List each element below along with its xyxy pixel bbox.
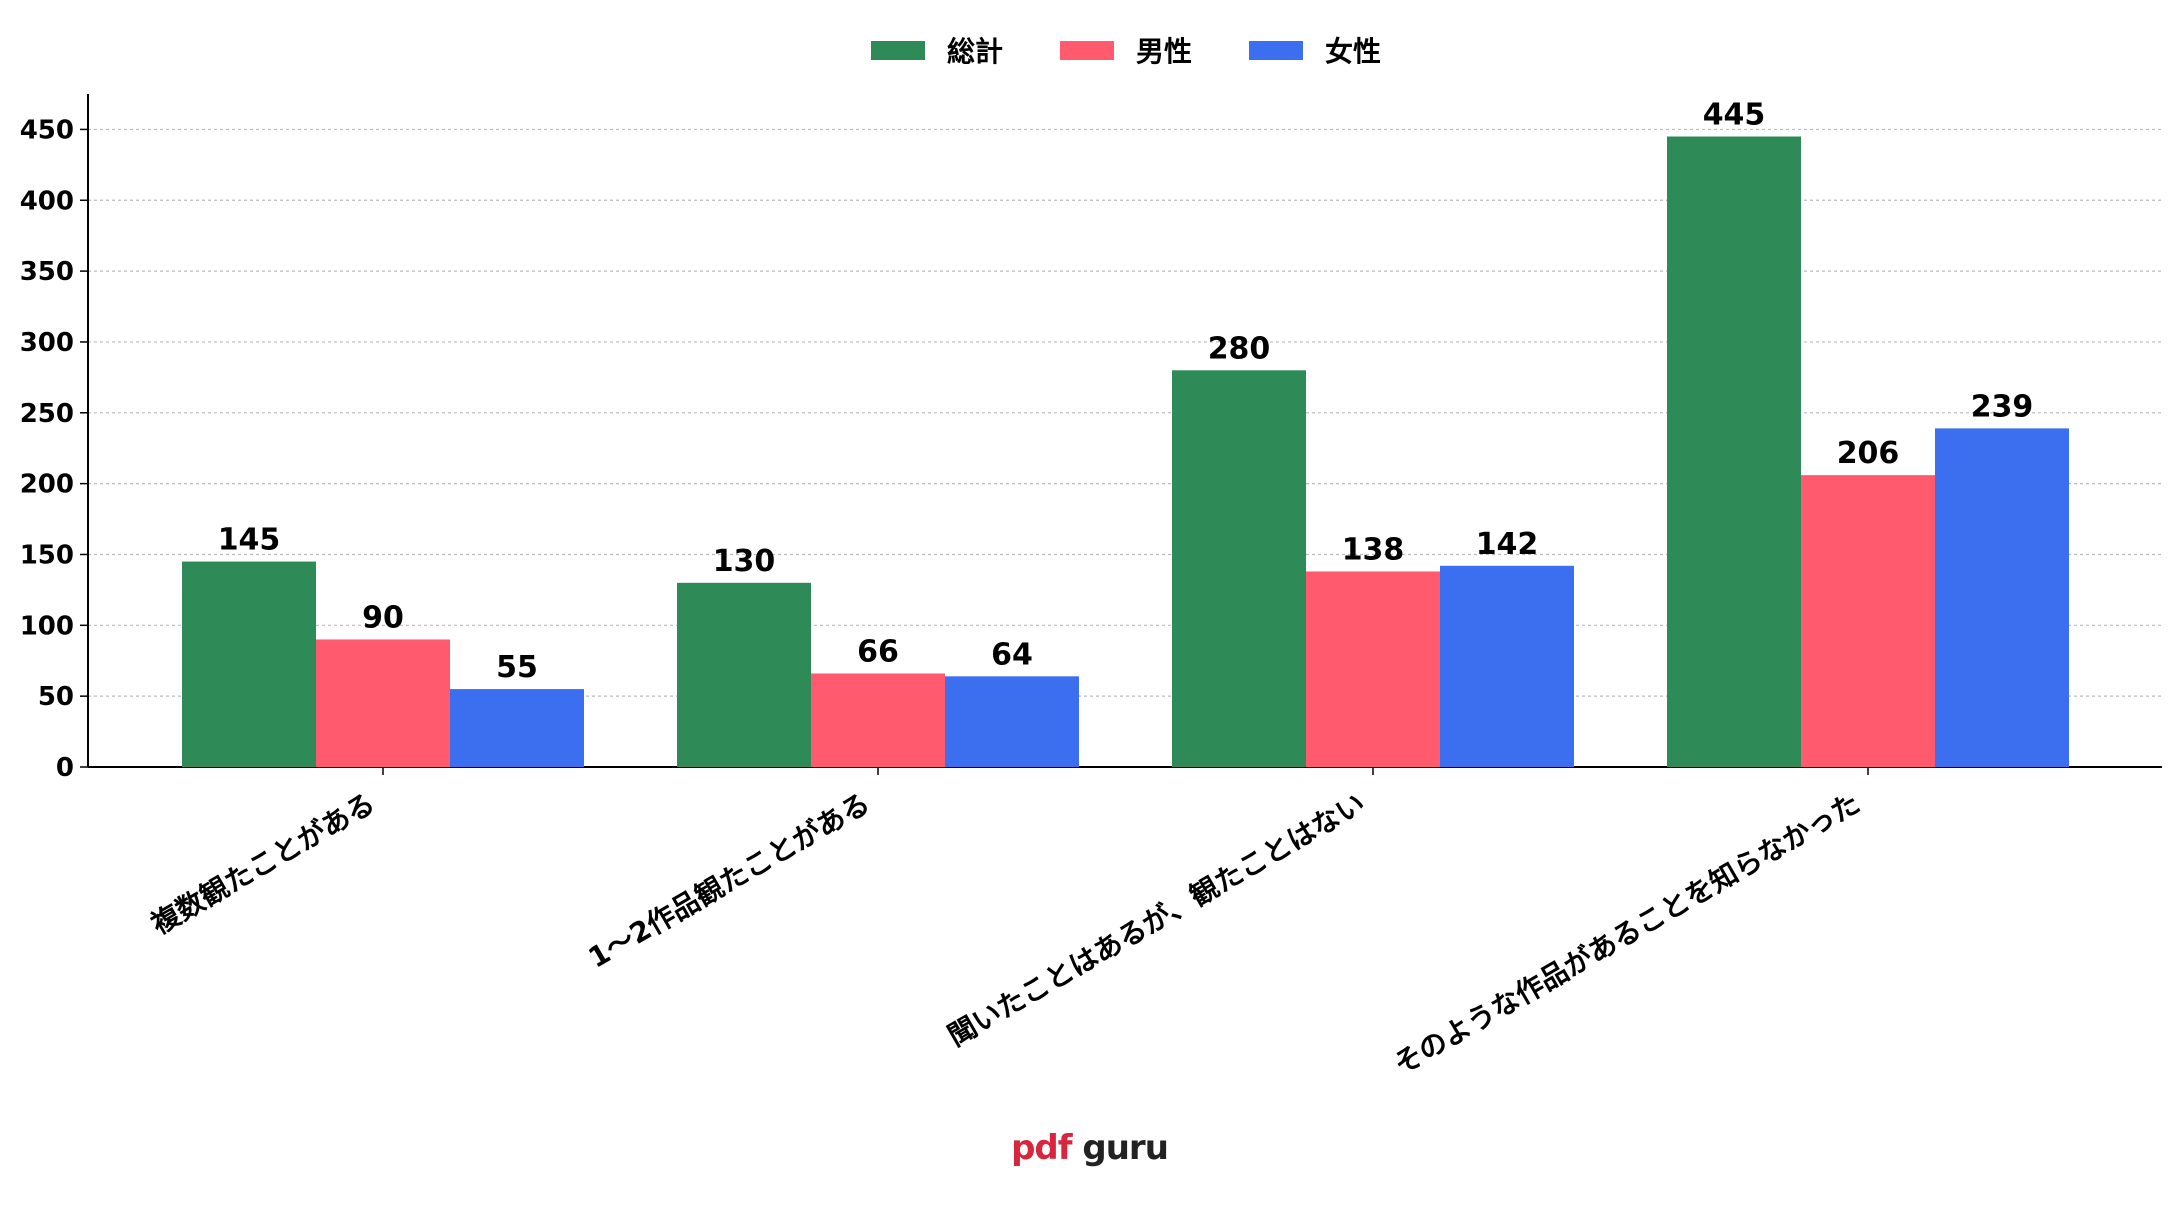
bar <box>1801 475 1935 767</box>
y-tick-label: 200 <box>20 470 74 500</box>
y-tick-label: 50 <box>38 682 74 712</box>
bar-value-label: 138 <box>1342 532 1405 567</box>
bar-value-label: 280 <box>1208 331 1271 366</box>
bar-value-label: 142 <box>1476 527 1539 562</box>
y-tick-label: 350 <box>20 257 74 287</box>
legend-label: 総計 <box>947 35 1003 68</box>
bar <box>1440 565 1574 767</box>
bar <box>811 673 945 767</box>
y-tick-label: 300 <box>20 328 74 358</box>
legend-swatch <box>871 41 925 60</box>
bar <box>450 689 584 767</box>
bar <box>945 676 1079 767</box>
bar <box>1667 136 1801 768</box>
x-tick-label: 1～2作品観たことがある <box>583 786 876 974</box>
y-tick-label: 0 <box>56 753 74 783</box>
y-tick-label: 100 <box>20 611 74 641</box>
bar <box>316 639 450 767</box>
y-tick-label: 250 <box>20 399 74 429</box>
legend-label: 男性 <box>1136 35 1192 68</box>
bar-value-label: 445 <box>1703 98 1766 133</box>
y-tick-label: 400 <box>20 186 74 216</box>
bar-value-label: 145 <box>218 523 281 558</box>
bar-value-label: 130 <box>713 544 776 579</box>
bar-value-label: 64 <box>991 637 1033 672</box>
pdfguru-logo: pdf guru <box>1011 1128 1169 1168</box>
bar-value-label: 239 <box>1971 389 2034 424</box>
bar <box>677 582 811 767</box>
x-tick-label: 聞いたことはあるが、観たことはない <box>942 786 1370 1052</box>
bar <box>182 561 316 767</box>
legend-label: 女性 <box>1325 35 1381 68</box>
legend-swatch <box>1060 41 1114 60</box>
legend-swatch <box>1249 41 1303 60</box>
bar-value-label: 66 <box>857 634 899 669</box>
bar <box>1935 428 2069 767</box>
y-tick-label: 150 <box>20 540 74 570</box>
bar-value-label: 90 <box>362 600 404 635</box>
bar <box>1306 571 1440 767</box>
x-tick-label: 複数観たことがある <box>146 786 381 941</box>
x-tick-label: そのような作品があることを知らなかった <box>1388 786 1865 1081</box>
bar-value-label: 55 <box>496 650 538 685</box>
y-tick-label: 450 <box>20 115 74 145</box>
bar-value-label: 206 <box>1837 436 1900 471</box>
bar <box>1172 370 1306 767</box>
